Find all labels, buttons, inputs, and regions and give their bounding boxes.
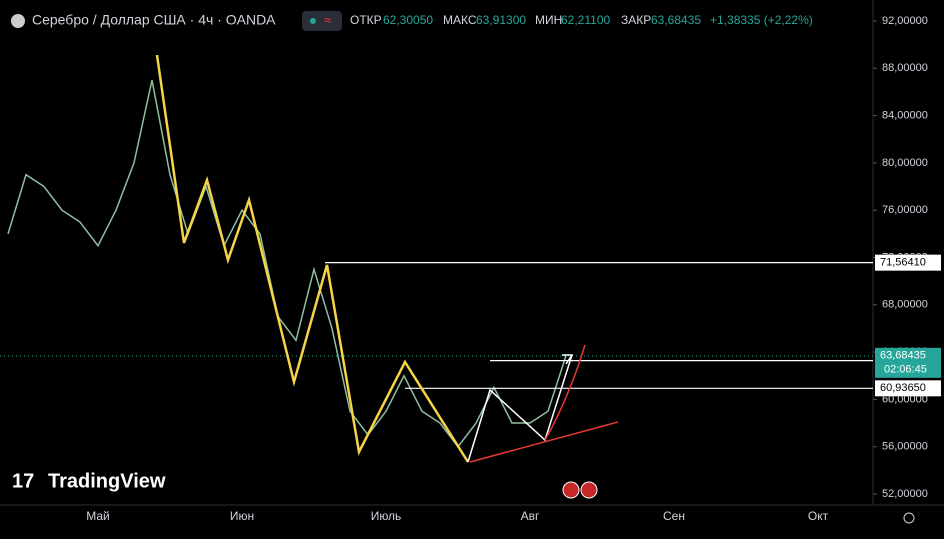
y-tick-label: 56,00000 — [882, 441, 928, 453]
level-label: 71,56410 — [880, 257, 926, 269]
level-label-bg — [875, 254, 941, 271]
event-flag — [580, 481, 598, 499]
ohlc-label: ЗАКР — [621, 13, 651, 27]
symbol: Серебро / Доллар США · 4ч · OANDA — [32, 12, 276, 28]
y-tick-label: 68,00000 — [882, 299, 928, 311]
x-tick-label: Авг — [521, 509, 540, 523]
y-tick-label: 76,00000 — [882, 204, 928, 216]
y-tick-label: 52,00000 — [882, 488, 928, 500]
y-tick-label: 88,00000 — [882, 62, 928, 74]
x-tick-label: Окт — [808, 509, 829, 523]
trend-line — [469, 421, 619, 463]
ohlc-label: МИН — [535, 13, 562, 27]
arrow-head — [562, 354, 574, 365]
y-tick-label: 92,00000 — [882, 15, 928, 27]
logo-text: TradingView — [48, 470, 166, 492]
zigzag — [155, 54, 470, 463]
ohlc-value: 63,68435 — [651, 13, 701, 27]
logo: 17 TradingView — [12, 470, 166, 492]
last-price-bg — [875, 347, 941, 378]
symbol-icon — [11, 14, 25, 28]
settings-button[interactable] — [903, 512, 915, 524]
last-price-label: 63,68435 — [880, 350, 926, 362]
projection — [467, 354, 573, 463]
trend-line — [544, 344, 586, 441]
ohlc-value: 62,21100 — [561, 13, 610, 27]
event-icons — [562, 481, 598, 499]
status-dot — [310, 18, 316, 24]
level-label: 60,93650 — [880, 382, 926, 394]
countdown: 02:06:45 — [884, 364, 927, 376]
x-tick-label: Сен — [663, 509, 685, 523]
status-badge — [302, 11, 342, 31]
y-tick-label: 84,00000 — [882, 110, 928, 122]
logo-mark: 17 — [12, 470, 34, 492]
y-tick-label: 80,00000 — [882, 157, 928, 169]
ohlc-value: 62,30050 — [383, 13, 433, 27]
x-tick-label: Май — [86, 509, 110, 523]
level-label-bg — [875, 380, 941, 397]
ohlc-value: 63,91300 — [476, 13, 526, 27]
plot: 52,0000056,0000060,0000064,0000068,00000… — [0, 15, 941, 523]
event-flag — [562, 481, 580, 499]
x-tick-label: Июн — [230, 509, 254, 523]
change: +1,38335 (+2,22%) — [710, 13, 813, 27]
price-line — [7, 79, 567, 448]
ohlc-label: МАКС — [443, 13, 477, 27]
status-icon: ≈ — [324, 12, 331, 27]
ohlc-label: ОТКР — [350, 13, 382, 27]
x-tick-label: Июль — [371, 509, 402, 523]
legend-header: Серебро / Доллар США · 4ч · OANDA ≈ ОТКР… — [11, 11, 813, 31]
drawings — [155, 54, 619, 463]
